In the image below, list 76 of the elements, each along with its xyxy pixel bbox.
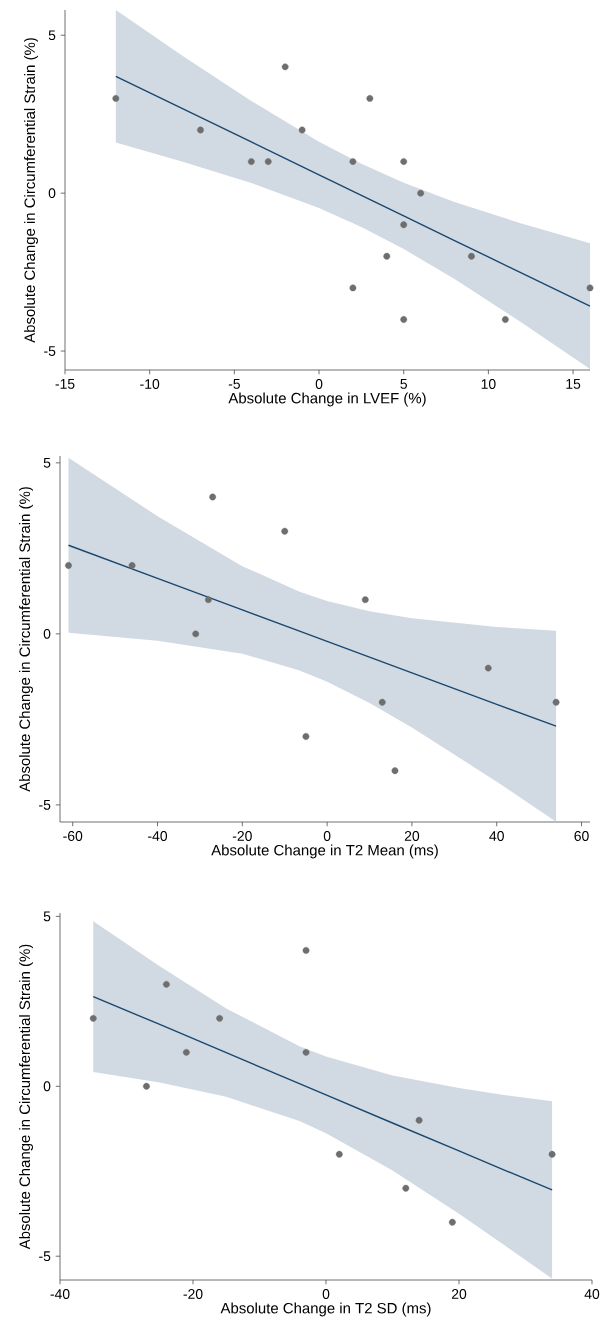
point	[209, 493, 217, 501]
y-tick-label: 5	[43, 911, 51, 922]
point	[281, 527, 289, 535]
point	[281, 63, 289, 71]
x-tick-label: 10	[481, 379, 496, 389]
point	[415, 1116, 423, 1124]
point	[247, 158, 255, 165]
point	[302, 733, 310, 740]
y-tick-label: 0	[43, 628, 51, 639]
y-tick-label: -5	[44, 346, 56, 356]
x-tick-label: 0	[323, 831, 331, 841]
x-tick-label: 20	[404, 831, 420, 841]
x-tick-label: -40	[50, 1289, 70, 1299]
point	[128, 562, 136, 569]
y-tick-label: 5	[43, 457, 51, 468]
y-tick-label: -5	[39, 1251, 51, 1262]
point	[361, 596, 369, 604]
x-tick-label: 5	[400, 379, 408, 389]
point	[417, 189, 425, 197]
point	[216, 1014, 223, 1022]
point	[366, 95, 374, 102]
point	[302, 947, 310, 954]
point	[192, 630, 200, 638]
point	[400, 316, 408, 323]
point	[143, 1082, 150, 1090]
point	[163, 980, 170, 988]
point	[501, 316, 509, 323]
point	[383, 252, 391, 260]
point	[197, 126, 204, 134]
point	[586, 284, 594, 292]
point	[468, 252, 475, 260]
point	[182, 1048, 190, 1056]
x-tick-label: 15	[566, 379, 581, 389]
point	[402, 1184, 410, 1192]
point	[349, 284, 357, 292]
x-tick-label: -60	[63, 831, 83, 841]
point	[89, 1014, 97, 1022]
y-tick-label: 0	[43, 1081, 51, 1092]
y-tick-label: 5	[48, 30, 56, 41]
point	[552, 698, 560, 706]
point	[112, 95, 120, 102]
point	[378, 698, 386, 706]
point	[548, 1150, 556, 1158]
point	[302, 1048, 310, 1056]
x-tick-label: -10	[140, 379, 160, 389]
point	[400, 158, 408, 165]
x-tick-label: -20	[232, 831, 252, 841]
point	[448, 1218, 456, 1226]
y-tick-label: -5	[39, 800, 51, 810]
point	[264, 158, 272, 165]
point	[400, 221, 408, 229]
x-axis-title: Absolute Change in LVEF (%)	[228, 392, 426, 407]
x-tick-label: 60	[574, 831, 589, 841]
y-tick-label: 0	[48, 188, 56, 199]
x-tick-label: -20	[183, 1289, 203, 1299]
x-tick-label: 40	[489, 831, 504, 841]
x-tick-label: -40	[148, 831, 168, 841]
point	[484, 664, 492, 672]
line-series	[92, 995, 553, 1191]
point	[65, 562, 72, 569]
y-axis-title: Absolute Change in Circumferential Strain (%)	[24, 38, 38, 343]
x-axis-title: Absolute Change in T2 SD (ms)	[220, 1302, 431, 1317]
point	[349, 158, 357, 165]
y-axis-title: Absolute Change in Circumferential Strain (%)	[19, 487, 33, 792]
point	[298, 126, 306, 134]
point	[205, 596, 212, 604]
point	[391, 767, 399, 775]
x-tick-label: -15	[55, 379, 75, 389]
x-axis-title: Absolute Change in T2 Mean (ms)	[211, 844, 438, 859]
x-tick-label: 0	[322, 1289, 330, 1299]
x-tick-label: 20	[451, 1289, 467, 1299]
y-axis-title: Absolute Change in Circumferential Strain (%)	[19, 944, 33, 1250]
point	[335, 1150, 343, 1158]
x-tick-label: -5	[228, 379, 240, 389]
x-tick-label: 0	[315, 379, 323, 389]
x-tick-label: 40	[584, 1289, 600, 1299]
